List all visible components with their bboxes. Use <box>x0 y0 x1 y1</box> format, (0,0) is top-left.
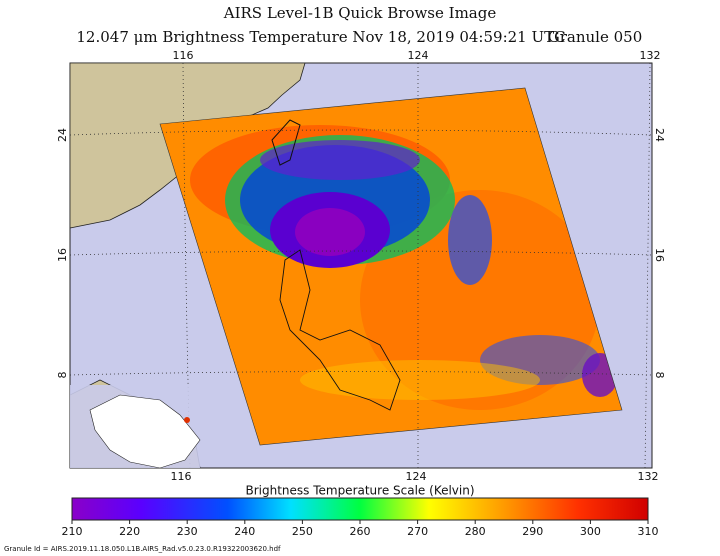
footer: Granule Id = AIRS.2019.11.18.050.L1B.AIR… <box>4 545 281 553</box>
lat-label: 24 <box>653 128 666 142</box>
lat-label: 16 <box>56 248 69 262</box>
colorbar-tick-label: 300 <box>580 525 601 538</box>
lon-label: 132 <box>640 49 661 62</box>
colorbar-ticks: 210 220 230 240 250 260 270 280 290 300 310 <box>62 520 659 538</box>
lon-label: 116 <box>171 470 192 483</box>
colorbar-tick-label: 250 <box>292 525 313 538</box>
lat-label: 16 <box>653 248 666 262</box>
colorbar-tick-label: 290 <box>522 525 543 538</box>
colorbar-tick-label: 210 <box>62 525 83 538</box>
colorbar-title: Brightness Temperature Scale (Kelvin) <box>245 484 474 498</box>
lon-label: 116 <box>173 49 194 62</box>
lat-label: 8 <box>653 372 666 379</box>
map-labels: 116 116 124 124 132 132 24 24 16 16 8 8 <box>56 49 666 483</box>
title: AIRS Level-1B Quick Browse Image <box>223 4 497 22</box>
map <box>69 62 653 469</box>
subtitle-band: 12.047 μm Brightness Temperature <box>76 28 347 46</box>
colorbar-tick-label: 240 <box>234 525 255 538</box>
colorbar-tick-label: 310 <box>638 525 659 538</box>
inset-globe <box>70 385 201 469</box>
colorbar-tick-label: 230 <box>177 525 198 538</box>
colorbar-tick-label: 270 <box>407 525 428 538</box>
colorbar-tick-label: 220 <box>119 525 140 538</box>
lon-label: 124 <box>408 49 429 62</box>
lon-label: 124 <box>406 470 427 483</box>
colorbar-tick-label: 260 <box>350 525 371 538</box>
colorbar <box>71 497 649 521</box>
lat-label: 24 <box>56 128 69 142</box>
subtitle-time: Nov 18, 2019 04:59:21 UTC <box>352 28 565 46</box>
colorbar-tick-label: 280 <box>465 525 486 538</box>
subtitle-granule: Granule 050 <box>548 28 643 46</box>
lat-label: 8 <box>56 372 69 379</box>
lon-label: 132 <box>638 470 659 483</box>
